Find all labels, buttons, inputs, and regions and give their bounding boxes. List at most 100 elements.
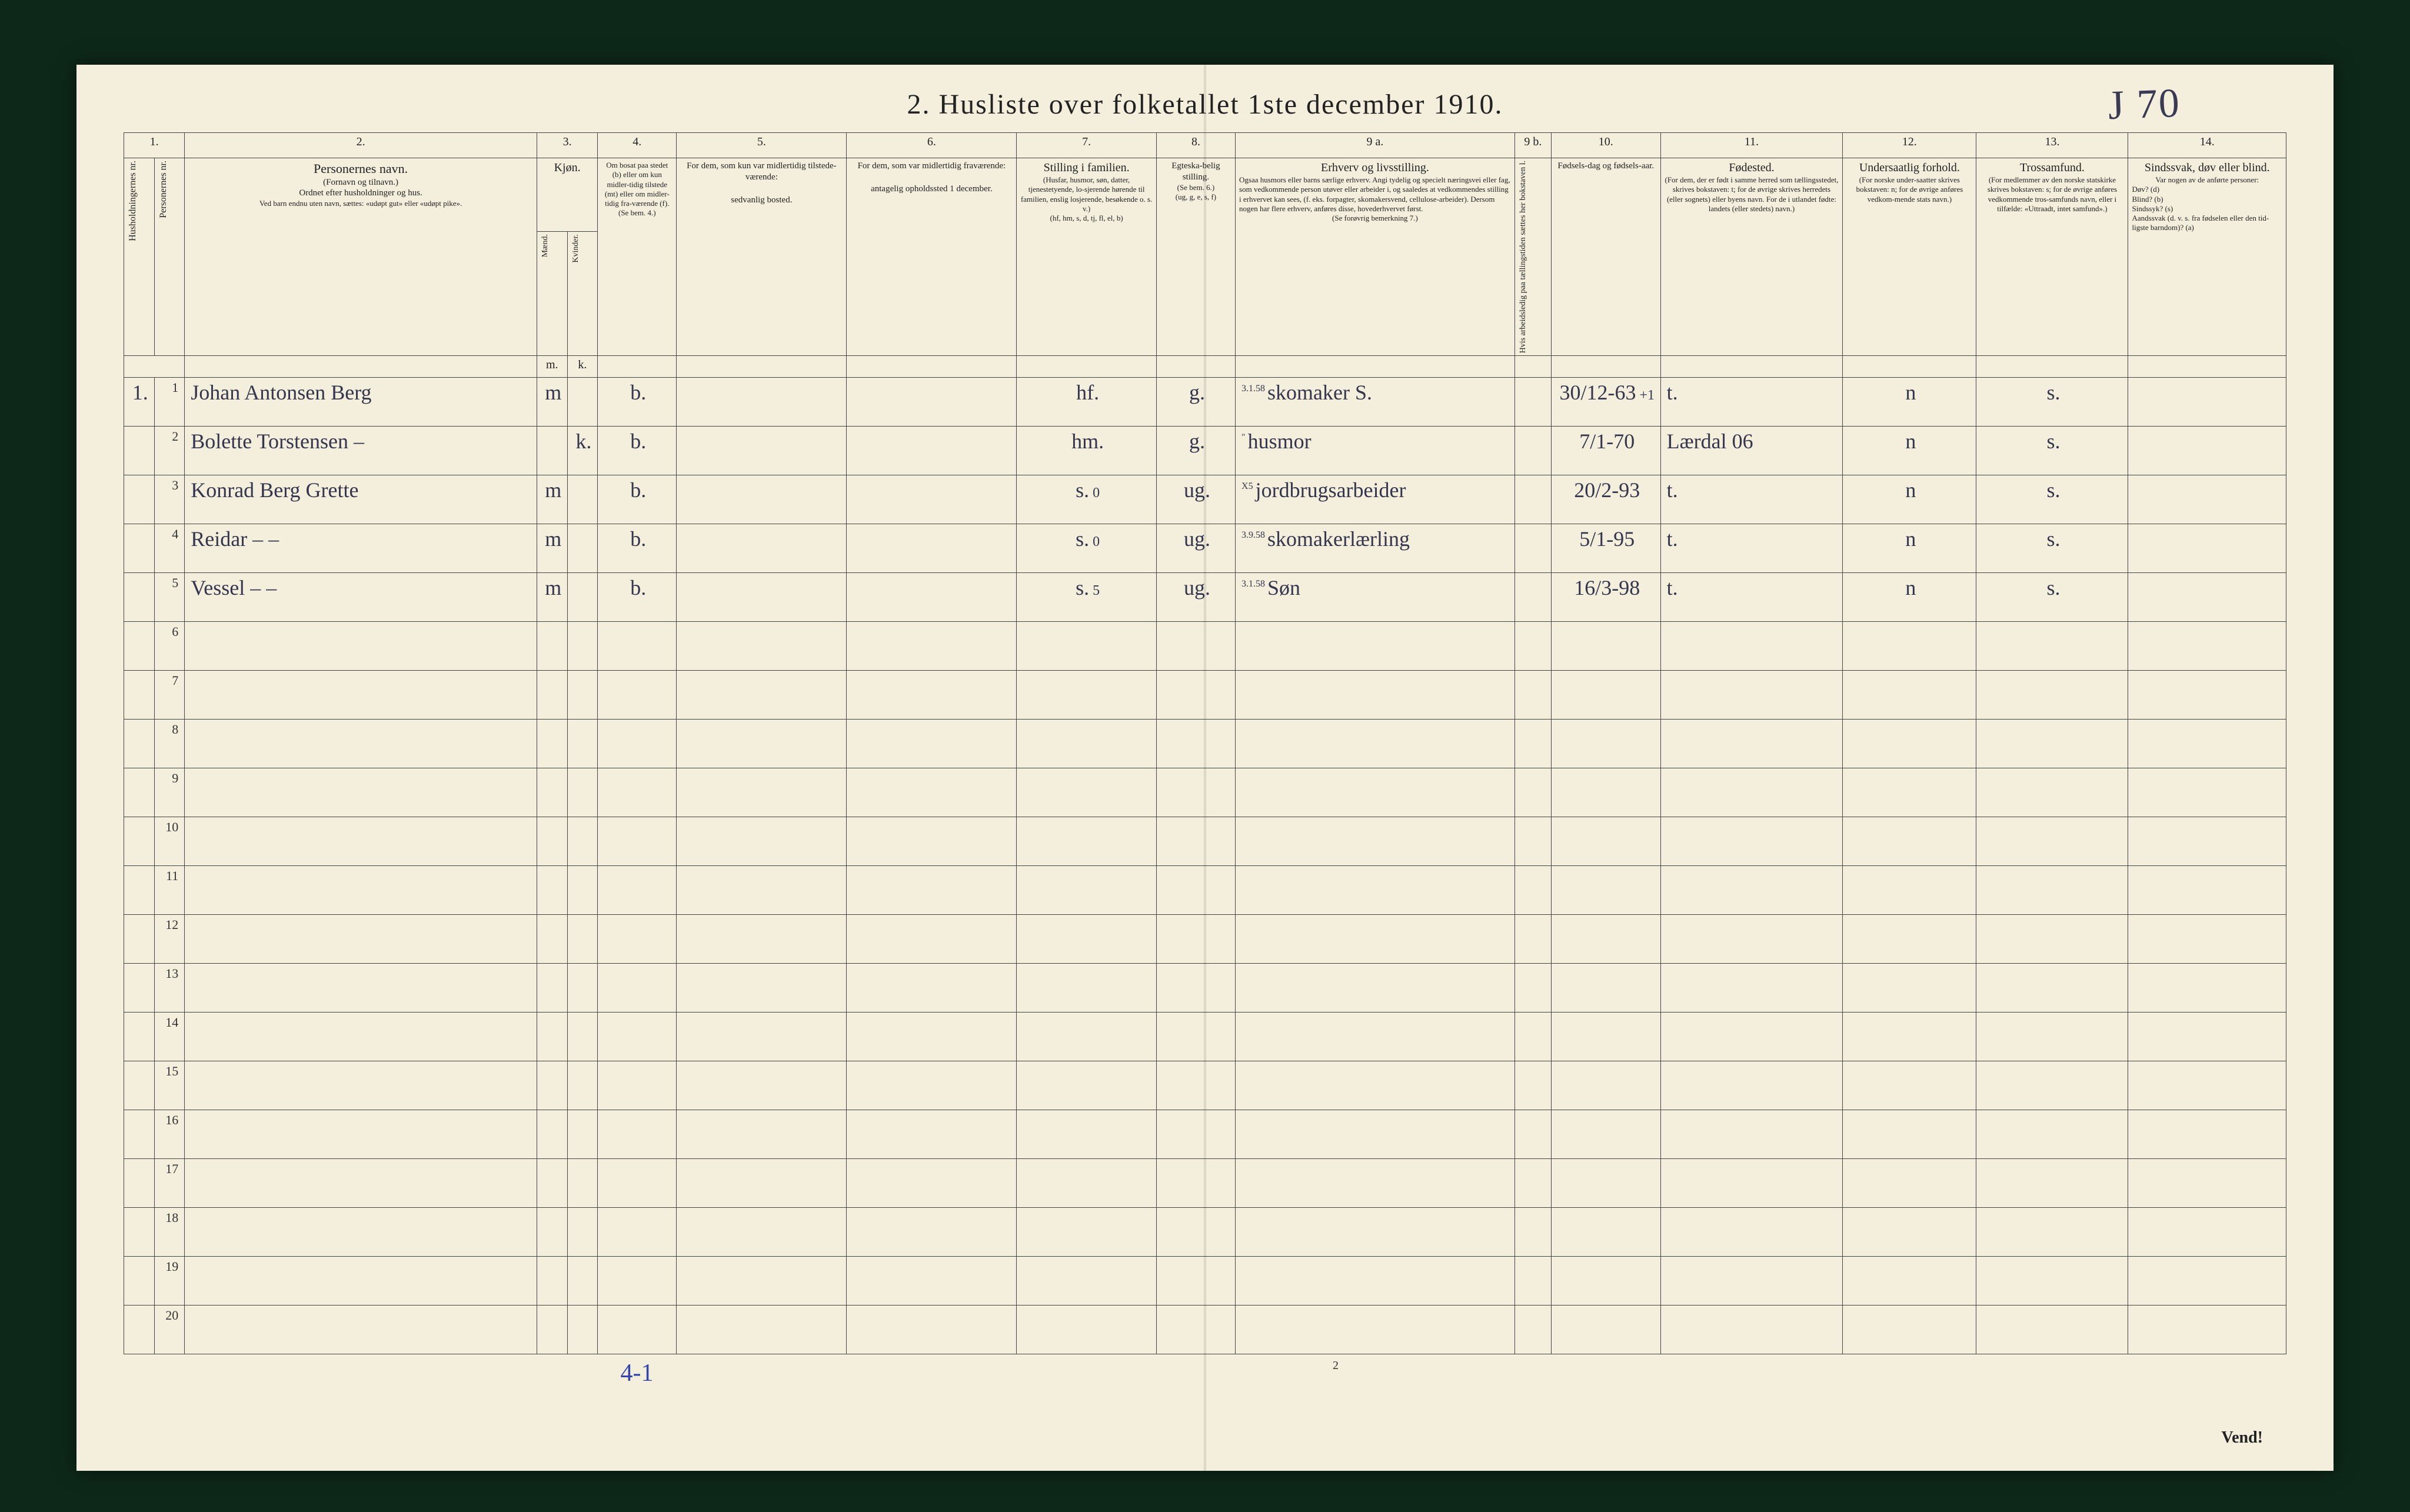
cell-empty	[567, 1110, 598, 1159]
cell-c10: 20/2-93	[1551, 475, 1660, 524]
cell-empty	[1156, 768, 1235, 817]
cell-hh	[124, 768, 155, 817]
cell-empty	[1660, 1208, 1843, 1257]
cell-empty	[1660, 1159, 1843, 1208]
cell-c13: s.	[1976, 573, 2128, 622]
hdr-c1a: Husholdningernes nr.	[124, 158, 155, 356]
hdr-c9b: Hvis arbeidsledig paa tællingstiden sætt…	[1514, 158, 1551, 356]
cell-c11: t.	[1660, 524, 1843, 573]
cell-c12: n	[1843, 475, 1976, 524]
cell-person-nr: 9	[154, 768, 185, 817]
cell-empty	[2128, 720, 2286, 768]
cell-empty	[1017, 1257, 1156, 1305]
cell-empty	[1660, 671, 1843, 720]
mk-blank-5	[677, 356, 847, 378]
cell-c9b	[1514, 378, 1551, 427]
cell-empty	[1156, 1257, 1235, 1305]
cell-empty	[677, 1013, 847, 1061]
mk-blank-13	[1976, 356, 2128, 378]
cell-empty	[598, 1061, 677, 1110]
cell-empty	[1551, 1013, 1660, 1061]
cell-empty	[567, 1061, 598, 1110]
cell-empty	[847, 768, 1017, 817]
cell-empty	[1017, 817, 1156, 866]
hdr-c2: Personernes navn. (Fornavn og tilnavn.) …	[185, 158, 537, 356]
cell-empty	[1514, 1208, 1551, 1257]
cell-empty	[1236, 671, 1515, 720]
cell-empty	[1236, 915, 1515, 964]
mk-blank-9b	[1514, 356, 1551, 378]
cell-empty	[1976, 768, 2128, 817]
cell-empty	[1236, 1110, 1515, 1159]
cell-c13: s.	[1976, 524, 2128, 573]
hdr-c14-title: Sindssvak, døv eller blind.	[2132, 161, 2282, 175]
cell-c14	[2128, 475, 2286, 524]
cell-empty	[847, 1159, 1017, 1208]
colnum-4: 4.	[598, 133, 677, 158]
cell-empty	[1236, 1305, 1515, 1354]
cell-sex-k	[567, 475, 598, 524]
cell-empty	[1514, 1257, 1551, 1305]
colnum-12: 12.	[1843, 133, 1976, 158]
cell-empty	[1551, 622, 1660, 671]
cell-empty	[1156, 1159, 1235, 1208]
cell-sex-m: m	[537, 475, 567, 524]
cell-empty	[185, 1305, 537, 1354]
cell-hh	[124, 866, 155, 915]
cell-empty	[677, 768, 847, 817]
hdr-c12-sub: (For norske under-saatter skrives boksta…	[1846, 175, 1972, 204]
cell-c9a: 3.9.58 skomakerlærling	[1236, 524, 1515, 573]
cell-hh	[124, 524, 155, 573]
cell-c9a: X5 jordbrugsarbeider	[1236, 475, 1515, 524]
cell-empty	[1236, 720, 1515, 768]
cell-empty	[2128, 1305, 2286, 1354]
cell-empty	[185, 671, 537, 720]
cell-hh	[124, 1013, 155, 1061]
cell-empty	[1843, 1159, 1976, 1208]
cell-hh	[124, 1061, 155, 1110]
cell-person-nr: 6	[154, 622, 185, 671]
cell-c10: 16/3-98	[1551, 573, 1660, 622]
cell-empty	[537, 671, 567, 720]
cell-empty	[567, 1013, 598, 1061]
cell-name: Johan Antonsen Berg	[185, 378, 537, 427]
cell-empty	[1551, 817, 1660, 866]
colnum-10: 10.	[1551, 133, 1660, 158]
cell-empty	[598, 1305, 677, 1354]
cell-empty	[1976, 964, 2128, 1013]
cell-empty	[1660, 1110, 1843, 1159]
cell-empty	[2128, 1061, 2286, 1110]
cell-c9b	[1514, 427, 1551, 475]
cell-empty	[1551, 1110, 1660, 1159]
cell-empty	[1551, 1305, 1660, 1354]
cell-empty	[1843, 1061, 1976, 1110]
cell-sex-m: m	[537, 524, 567, 573]
cell-empty	[1660, 622, 1843, 671]
cell-empty	[1660, 720, 1843, 768]
cell-empty	[1514, 1305, 1551, 1354]
cell-empty	[598, 1208, 677, 1257]
hdr-c2-sub1: (Fornavn og tilnavn.)	[188, 177, 533, 188]
cell-empty	[537, 768, 567, 817]
cell-c7: s. 0	[1017, 475, 1156, 524]
hdr-c12: Undersaatlig forhold. (For norske under-…	[1843, 158, 1976, 356]
cell-c7: hf.	[1017, 378, 1156, 427]
hdr-c10: Fødsels-dag og fødsels-aar.	[1551, 158, 1660, 356]
hdr-c5: For dem, som kun var midlertidig tilsted…	[677, 158, 847, 356]
cell-empty	[1843, 622, 1976, 671]
cell-sex-k	[567, 573, 598, 622]
cell-empty	[847, 1110, 1017, 1159]
cell-empty	[1236, 866, 1515, 915]
cell-bosat: b.	[598, 475, 677, 524]
cell-empty	[1551, 915, 1660, 964]
cell-empty	[1976, 1110, 2128, 1159]
hdr-c1b: Personernes nr.	[154, 158, 185, 356]
cell-empty	[1843, 866, 1976, 915]
cell-empty	[2128, 671, 2286, 720]
cell-bosat: b.	[598, 524, 677, 573]
hdr-c14: Sindssvak, døv eller blind. Var nogen av…	[2128, 158, 2286, 356]
document-paper: 2. Husliste over folketallet 1ste decemb…	[76, 65, 2334, 1471]
cell-empty	[1976, 671, 2128, 720]
cell-empty	[567, 622, 598, 671]
cell-empty	[1551, 1208, 1660, 1257]
